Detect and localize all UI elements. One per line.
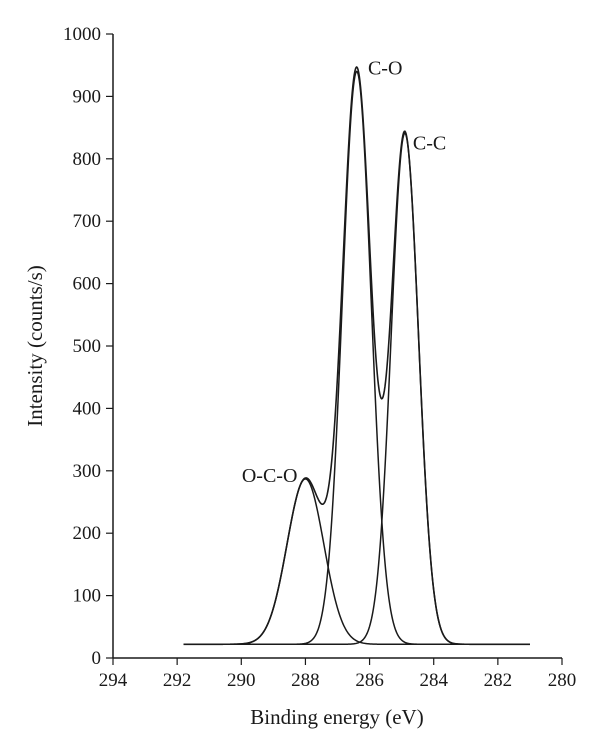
y-tick-label: 900: [73, 86, 102, 107]
x-tick-label: 286: [355, 670, 384, 691]
peak-labels: C-O C-C O-C-O: [242, 58, 446, 487]
series-group: [183, 66, 530, 646]
y-tick-label: 0: [92, 648, 102, 669]
x-tick-label: 294: [99, 670, 128, 691]
y-tick-label: 700: [73, 211, 102, 232]
x-tick-label: 290: [227, 670, 256, 691]
x-axis-title: Binding energy (eV): [250, 705, 423, 729]
x-tick-label: 284: [419, 670, 448, 691]
x-tick-label: 280: [548, 670, 577, 691]
x-tick-label: 288: [291, 670, 320, 691]
component-curve-c-o: [183, 70, 530, 646]
y-tick-label: 600: [73, 274, 102, 295]
peak-label-c-o: C-O: [368, 58, 402, 80]
x-axis-ticks: 294 292 290 288 286 284 282 280: [99, 658, 577, 691]
x-tick-label: 282: [484, 670, 513, 691]
y-axis-ticks: 0 100 200 300 400 500 600 700 800 900 1000: [63, 24, 113, 669]
envelope-curve: [183, 66, 530, 646]
peak-label-c-c: C-C: [413, 132, 446, 154]
component-curve-o-c-o: [183, 478, 530, 646]
y-axis-title: Intensity (counts/s): [23, 265, 47, 427]
y-tick-label: 400: [73, 398, 102, 419]
x-tick-label: 292: [163, 670, 192, 691]
peak-label-o-c-o: O-C-O: [242, 465, 298, 487]
y-tick-label: 800: [73, 149, 102, 170]
y-tick-label: 200: [73, 523, 102, 544]
component-curve-c-c: [183, 132, 530, 646]
y-tick-label: 300: [73, 461, 102, 482]
y-tick-label: 100: [73, 586, 102, 607]
y-tick-label: 500: [73, 336, 102, 357]
y-tick-label: 1000: [63, 24, 101, 45]
